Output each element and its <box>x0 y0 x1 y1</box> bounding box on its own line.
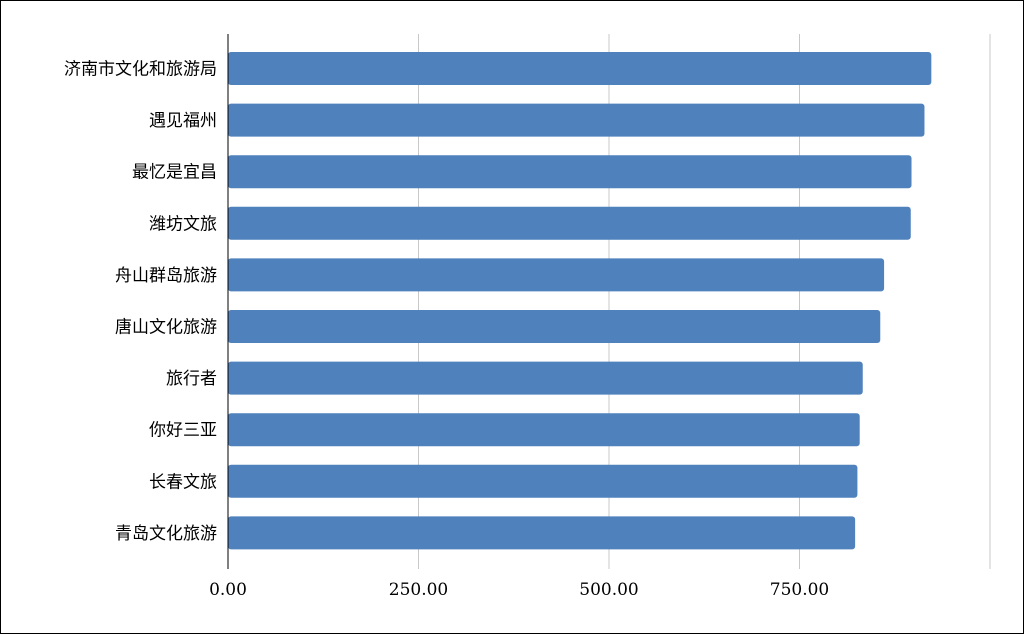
category-label-4: 舟山群岛旅游 <box>115 266 217 286</box>
bar-3 <box>228 206 911 240</box>
bar-9 <box>228 516 856 550</box>
category-label-3: 潍坊文旅 <box>149 214 217 234</box>
x-tick-label-1: 250.00 <box>389 580 448 600</box>
bar-7 <box>228 413 860 447</box>
bar-0 <box>228 52 932 85</box>
category-label-8: 长春文旅 <box>149 472 217 492</box>
x-tick-label-2: 500.00 <box>579 580 638 600</box>
bar-1 <box>228 103 925 137</box>
x-tick-label-0: 0.00 <box>209 580 247 600</box>
bars <box>228 52 932 550</box>
category-label-7: 你好三亚 <box>149 421 217 441</box>
x-tick-labels: 0.00 250.00 500.00 750.00 <box>209 580 829 600</box>
category-label-9: 青岛文化旅游 <box>115 524 217 544</box>
category-label-5: 唐山文化旅游 <box>115 317 217 338</box>
bar-4 <box>228 258 885 292</box>
bar-6 <box>228 361 863 395</box>
category-label-6: 旅行者 <box>166 369 217 389</box>
category-label-0: 济南市文化和旅游局 <box>64 60 217 80</box>
category-label-1: 遇见福州 <box>149 111 217 131</box>
bar-2 <box>228 155 912 189</box>
category-labels: 济南市文化和旅游局遇见福州最忆是宜昌潍坊文旅舟山群岛旅游唐山文化旅游旅行者你好三… <box>64 60 217 544</box>
category-label-2: 最忆是宜昌 <box>132 163 217 183</box>
bar-5 <box>228 310 881 343</box>
x-tick-label-3: 750.00 <box>770 580 829 600</box>
bar-8 <box>228 464 858 498</box>
